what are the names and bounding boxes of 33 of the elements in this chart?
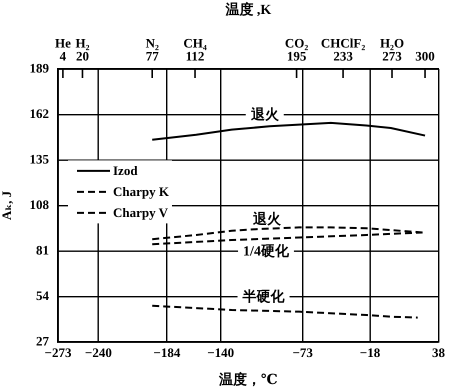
y-tick-label: 162 (30, 106, 49, 121)
x-tick-label: −184 (153, 345, 181, 360)
legend-label: Charpy V (113, 205, 169, 220)
text: CHClF₂ (320, 35, 366, 50)
x2-tick-label: 300 (415, 48, 435, 64)
text: N₂ (146, 35, 159, 50)
x-tick-label: −18 (360, 345, 381, 360)
x-tick-label: −73 (292, 345, 314, 360)
text: He (54, 35, 72, 50)
text: CH₄ (183, 35, 207, 50)
y-axis-title: Aₖ, J (0, 190, 14, 220)
y-tick-label: 135 (30, 151, 50, 166)
x2-tick-label: 112 (186, 48, 204, 64)
y-tick-label: 108 (30, 196, 50, 212)
text: H₂O (380, 35, 404, 50)
legend-label: Izod (113, 163, 138, 178)
legend-label: Charpy K (113, 184, 170, 200)
annotation: 退火 (250, 106, 280, 124)
x-tick-label: 38 (432, 345, 446, 360)
x2-axis-title: 温度 ,K (224, 1, 272, 18)
y-tick-label: 81 (36, 242, 49, 258)
annotation: 退火 (252, 210, 282, 228)
annotation: 半硬化 (242, 289, 286, 306)
x2-tick-label: 4 (60, 48, 67, 64)
x-tick-label: −240 (84, 345, 112, 360)
y-tick-label: 54 (36, 288, 50, 303)
x2-tick-label: 233 (333, 48, 354, 64)
x-axis-title: 温度，℃ (218, 371, 278, 388)
x-tick-label: −140 (207, 345, 234, 360)
y-tick-label: 189 (30, 60, 50, 76)
text: H₂ (75, 35, 90, 50)
annotation: 1/4硬化 (243, 244, 290, 260)
text: CO₂ (284, 35, 308, 50)
